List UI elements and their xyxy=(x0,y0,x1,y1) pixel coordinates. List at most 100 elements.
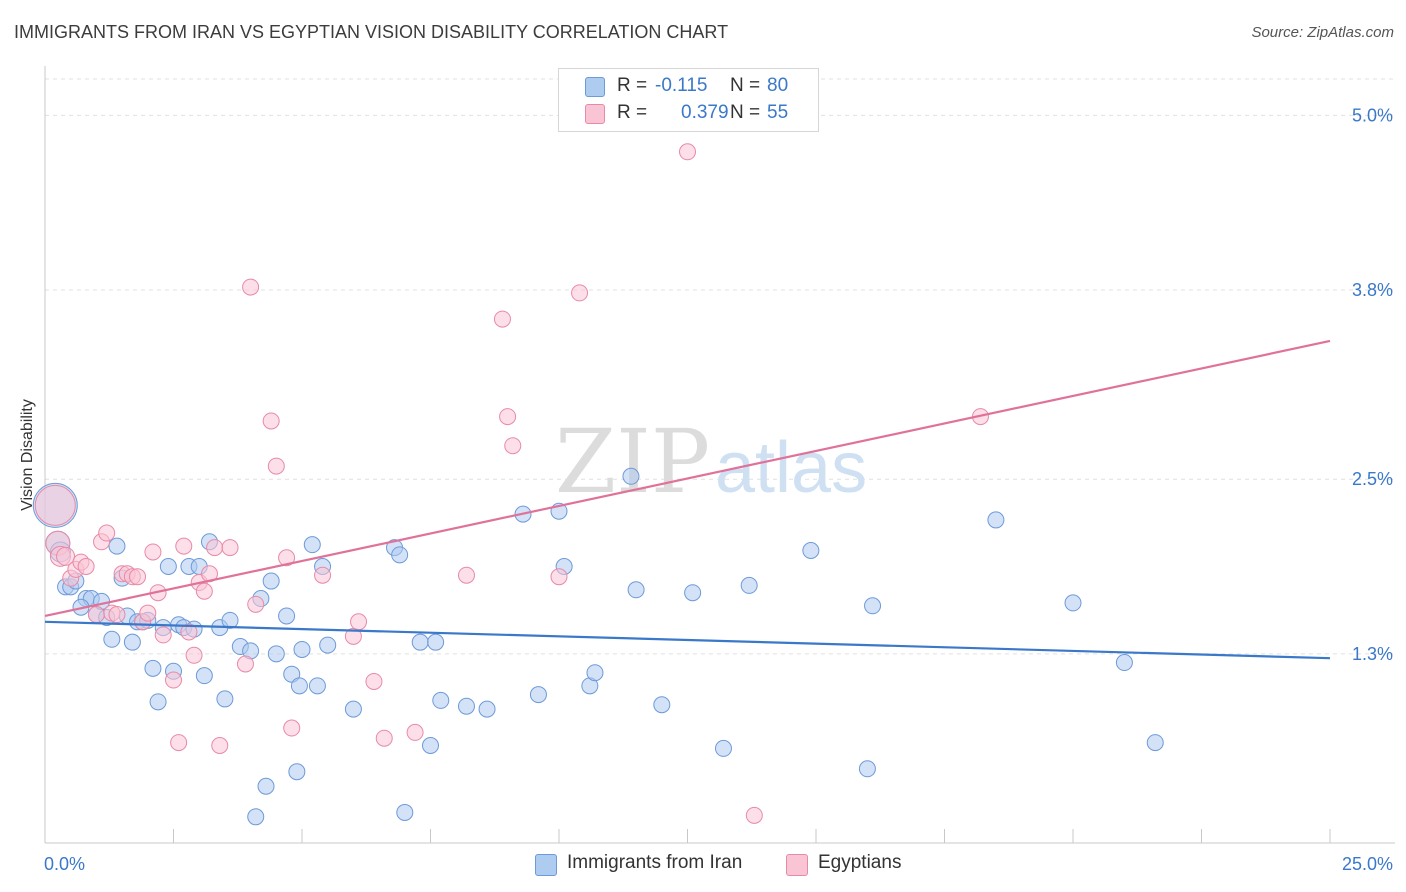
iran-data-point xyxy=(478,700,496,718)
iran-trend-line xyxy=(44,620,1331,660)
iran-data-point xyxy=(427,633,445,651)
chart-title: IMMIGRANTS FROM IRAN VS EGYPTIAN VISION … xyxy=(14,22,729,42)
iran-data-point xyxy=(290,677,308,695)
correlation-legend: R = -0.115 N = 80 R = 0.379 N = 55 xyxy=(558,68,819,132)
legend-n-label: N = xyxy=(730,75,761,96)
egyptian-data-point xyxy=(493,310,511,328)
axes xyxy=(44,66,1395,844)
iran-data-point xyxy=(257,777,275,795)
egyptian-data-point xyxy=(129,568,147,586)
iran-data-point xyxy=(529,686,547,704)
iran-data-point xyxy=(195,667,213,685)
legend-swatch-egyptians xyxy=(585,104,605,124)
grid-lines xyxy=(45,78,1395,655)
iran-data-point xyxy=(1064,594,1082,612)
bottom-legend-swatch-egyptians xyxy=(786,854,808,876)
egyptian-data-point xyxy=(406,723,424,741)
egyptian-data-point xyxy=(262,412,280,430)
egyptian-data-point xyxy=(499,408,517,426)
x-tick-label: 0.0% xyxy=(44,854,85,874)
y-tick-label: 2.5% xyxy=(1352,469,1393,489)
egyptian-data-point xyxy=(375,729,393,747)
egyptian-data-point xyxy=(175,537,193,555)
iran-data-point xyxy=(216,690,234,708)
iran-data-point xyxy=(457,697,475,715)
egyptian-data-point xyxy=(314,566,332,584)
egyptian-data-point xyxy=(185,646,203,664)
egyptian-data-point xyxy=(77,558,95,576)
data-points xyxy=(32,143,1164,826)
egyptian-data-point xyxy=(170,734,188,752)
bottom-legend-swatch-iran xyxy=(535,854,557,876)
iran-data-point xyxy=(864,597,882,615)
iran-data-point xyxy=(278,607,296,625)
iran-data-point xyxy=(740,576,758,594)
iran-data-point xyxy=(308,677,326,695)
iran-data-point xyxy=(144,659,162,677)
iran-data-point xyxy=(293,640,311,658)
iran-data-point xyxy=(432,691,450,709)
iran-data-point xyxy=(411,633,429,651)
iran-data-point xyxy=(622,467,640,485)
egyptian-data-point xyxy=(457,566,475,584)
egyptian-data-point xyxy=(195,582,213,600)
egyptian-data-point xyxy=(144,543,162,561)
iran-data-point xyxy=(1115,654,1133,672)
x-tick-label: 25.0% xyxy=(1342,854,1393,874)
iran-data-point xyxy=(267,645,285,663)
iran-data-point xyxy=(108,537,126,555)
iran-data-point xyxy=(159,558,177,576)
iran-data-point xyxy=(714,739,732,757)
egyptian-data-point xyxy=(221,539,239,557)
egyptian-data-point xyxy=(365,672,383,690)
legend-r-value-iran: -0.115 xyxy=(655,75,708,96)
egyptian-data-point xyxy=(745,806,763,824)
iran-data-point xyxy=(1146,734,1164,752)
egyptian-data-point xyxy=(267,457,285,475)
iran-data-point xyxy=(149,693,167,711)
egyptian-data-point xyxy=(206,539,224,557)
bottom-legend-label-iran: Immigrants from Iran xyxy=(567,852,743,873)
egyptian-data-point xyxy=(550,568,568,586)
egyptian-data-point xyxy=(34,484,76,526)
egyptian-data-point xyxy=(139,604,157,622)
egyptian-data-point xyxy=(56,546,76,566)
legend-swatch-iran xyxy=(585,77,605,97)
y-tick-label: 1.3% xyxy=(1352,644,1393,664)
iran-data-point xyxy=(344,700,362,718)
egyptian-data-point xyxy=(180,623,198,641)
egyptian-data-point xyxy=(283,719,301,737)
iran-data-point xyxy=(288,763,306,781)
iran-data-point xyxy=(586,664,604,682)
y-tick-label: 3.8% xyxy=(1352,280,1393,300)
iran-data-point xyxy=(396,803,414,821)
iran-data-point xyxy=(247,808,265,826)
source-credit: Source: ZipAtlas.com xyxy=(1251,24,1394,41)
iran-data-point xyxy=(319,636,337,654)
iran-data-point xyxy=(391,546,409,564)
egyptian-data-point xyxy=(278,549,296,567)
iran-data-point xyxy=(303,536,321,554)
iran-data-point xyxy=(262,572,280,590)
legend-r-value-egyptians: 0.379 xyxy=(681,102,729,123)
iran-data-point xyxy=(627,581,645,599)
bottom-legend-label-egyptians: Egyptians xyxy=(818,852,902,873)
egyptian-data-point xyxy=(165,671,182,689)
iran-data-point xyxy=(858,760,876,778)
egyptian-data-point xyxy=(154,626,172,644)
egyptian-data-point xyxy=(504,437,522,455)
iran-data-point xyxy=(221,611,239,629)
iran-data-point xyxy=(987,511,1005,529)
egyptian-data-point xyxy=(242,278,260,296)
egyptian-data-point xyxy=(350,613,368,631)
legend-n-label: N = xyxy=(730,102,761,123)
egyptian-data-point xyxy=(236,655,254,673)
tick-labels: 1.3% 2.5% 3.8% 5.0% 0.0% 25.0% xyxy=(44,105,1393,874)
iran-data-point xyxy=(684,584,702,602)
iran-data-point xyxy=(123,633,141,651)
egyptian-data-point xyxy=(571,284,589,302)
iran-data-point xyxy=(802,541,820,559)
egyptian-data-point xyxy=(211,736,229,754)
egyptian-data-point xyxy=(87,606,105,624)
